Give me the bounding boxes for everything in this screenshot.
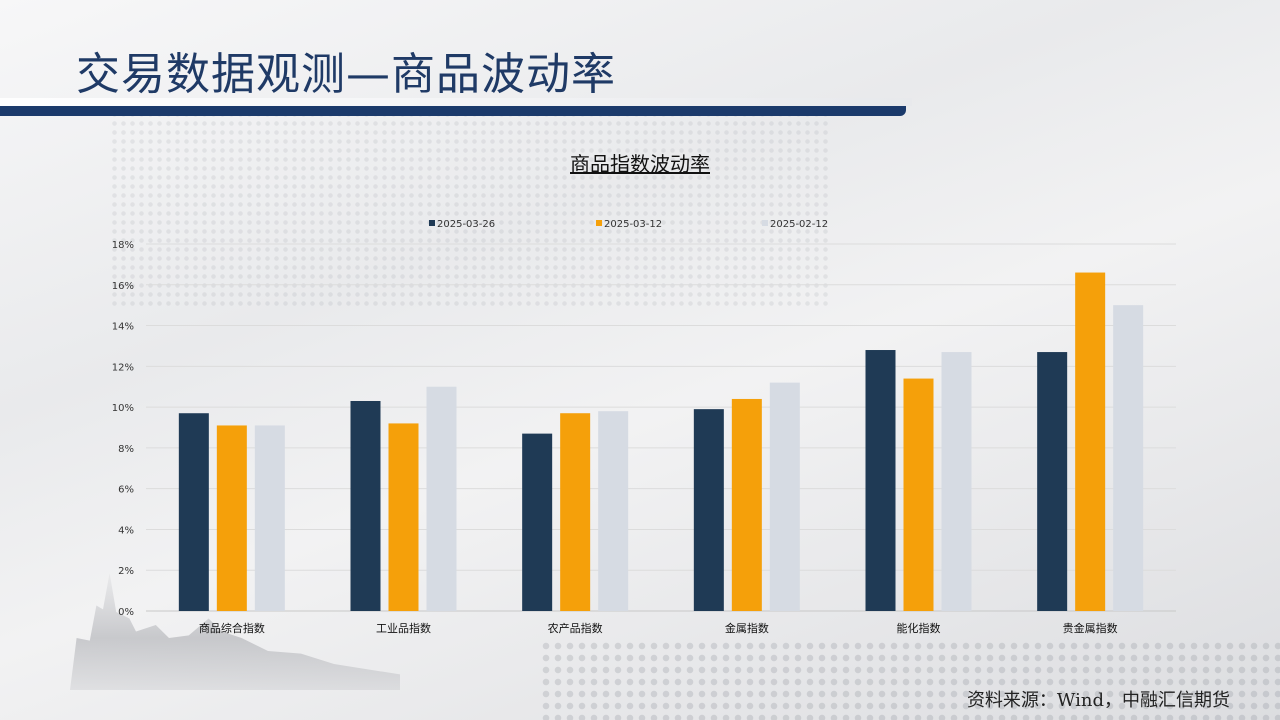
bar xyxy=(522,433,553,611)
x-tick-label: 农产品指数 xyxy=(548,621,603,635)
bar xyxy=(865,350,896,611)
y-tick-label: 6% xyxy=(118,485,134,496)
chart-title: 商品指数波动率 xyxy=(570,152,710,176)
legend-label: 2025-03-26 xyxy=(437,219,495,230)
bar xyxy=(941,352,972,611)
legend-label: 2025-03-12 xyxy=(604,219,662,230)
title-highlight xyxy=(0,98,912,106)
x-tick-label: 贵金属指数 xyxy=(1063,621,1118,635)
bar xyxy=(388,423,419,611)
source-note: 资料来源：Wind，中融汇信期货 xyxy=(966,690,1230,711)
background-dot-pattern xyxy=(540,640,1280,720)
y-tick-label: 8% xyxy=(118,444,134,455)
y-tick-label: 0% xyxy=(118,607,134,618)
bar xyxy=(1037,352,1068,611)
legend-label: 2025-02-12 xyxy=(770,219,828,230)
bar xyxy=(254,425,285,611)
y-tick-label: 4% xyxy=(118,525,134,536)
bar xyxy=(598,411,629,611)
bar xyxy=(731,398,762,611)
bar xyxy=(216,425,247,611)
x-tick-label: 能化指数 xyxy=(897,621,941,635)
y-tick-label: 2% xyxy=(118,566,134,577)
title-underline-bar xyxy=(0,106,906,116)
bar xyxy=(350,400,381,611)
y-tick-label: 18% xyxy=(112,240,134,251)
y-axis: 0% 2% 4% 6% 8% 10% 12% 14% 16% 18% xyxy=(112,240,134,618)
bar xyxy=(769,382,800,611)
legend-swatch xyxy=(762,220,768,226)
legend-swatch xyxy=(596,220,602,226)
bar xyxy=(1075,272,1106,611)
legend: 2025-03-26 2025-03-12 2025-02-12 xyxy=(429,219,828,230)
bar xyxy=(903,378,934,611)
bar xyxy=(560,413,591,611)
y-tick-label: 10% xyxy=(112,403,134,414)
bar xyxy=(693,409,724,611)
x-tick-label: 商品综合指数 xyxy=(199,621,265,635)
x-tick-label: 金属指数 xyxy=(725,621,769,635)
legend-swatch xyxy=(429,220,435,226)
bars xyxy=(178,272,1144,611)
background-dot-map xyxy=(110,110,830,310)
bar xyxy=(178,413,209,611)
gridlines xyxy=(146,243,1176,612)
x-tick-label: 工业品指数 xyxy=(376,621,431,635)
x-axis: 商品综合指数 工业品指数 农产品指数 金属指数 能化指数 贵金属指数 xyxy=(199,621,1118,635)
y-tick-label: 16% xyxy=(112,281,134,292)
y-tick-label: 12% xyxy=(112,362,134,373)
bar xyxy=(1113,305,1144,611)
bar xyxy=(426,386,457,611)
y-tick-label: 14% xyxy=(112,322,134,333)
page-title: 交易数据观测—商品波动率 xyxy=(76,49,616,100)
